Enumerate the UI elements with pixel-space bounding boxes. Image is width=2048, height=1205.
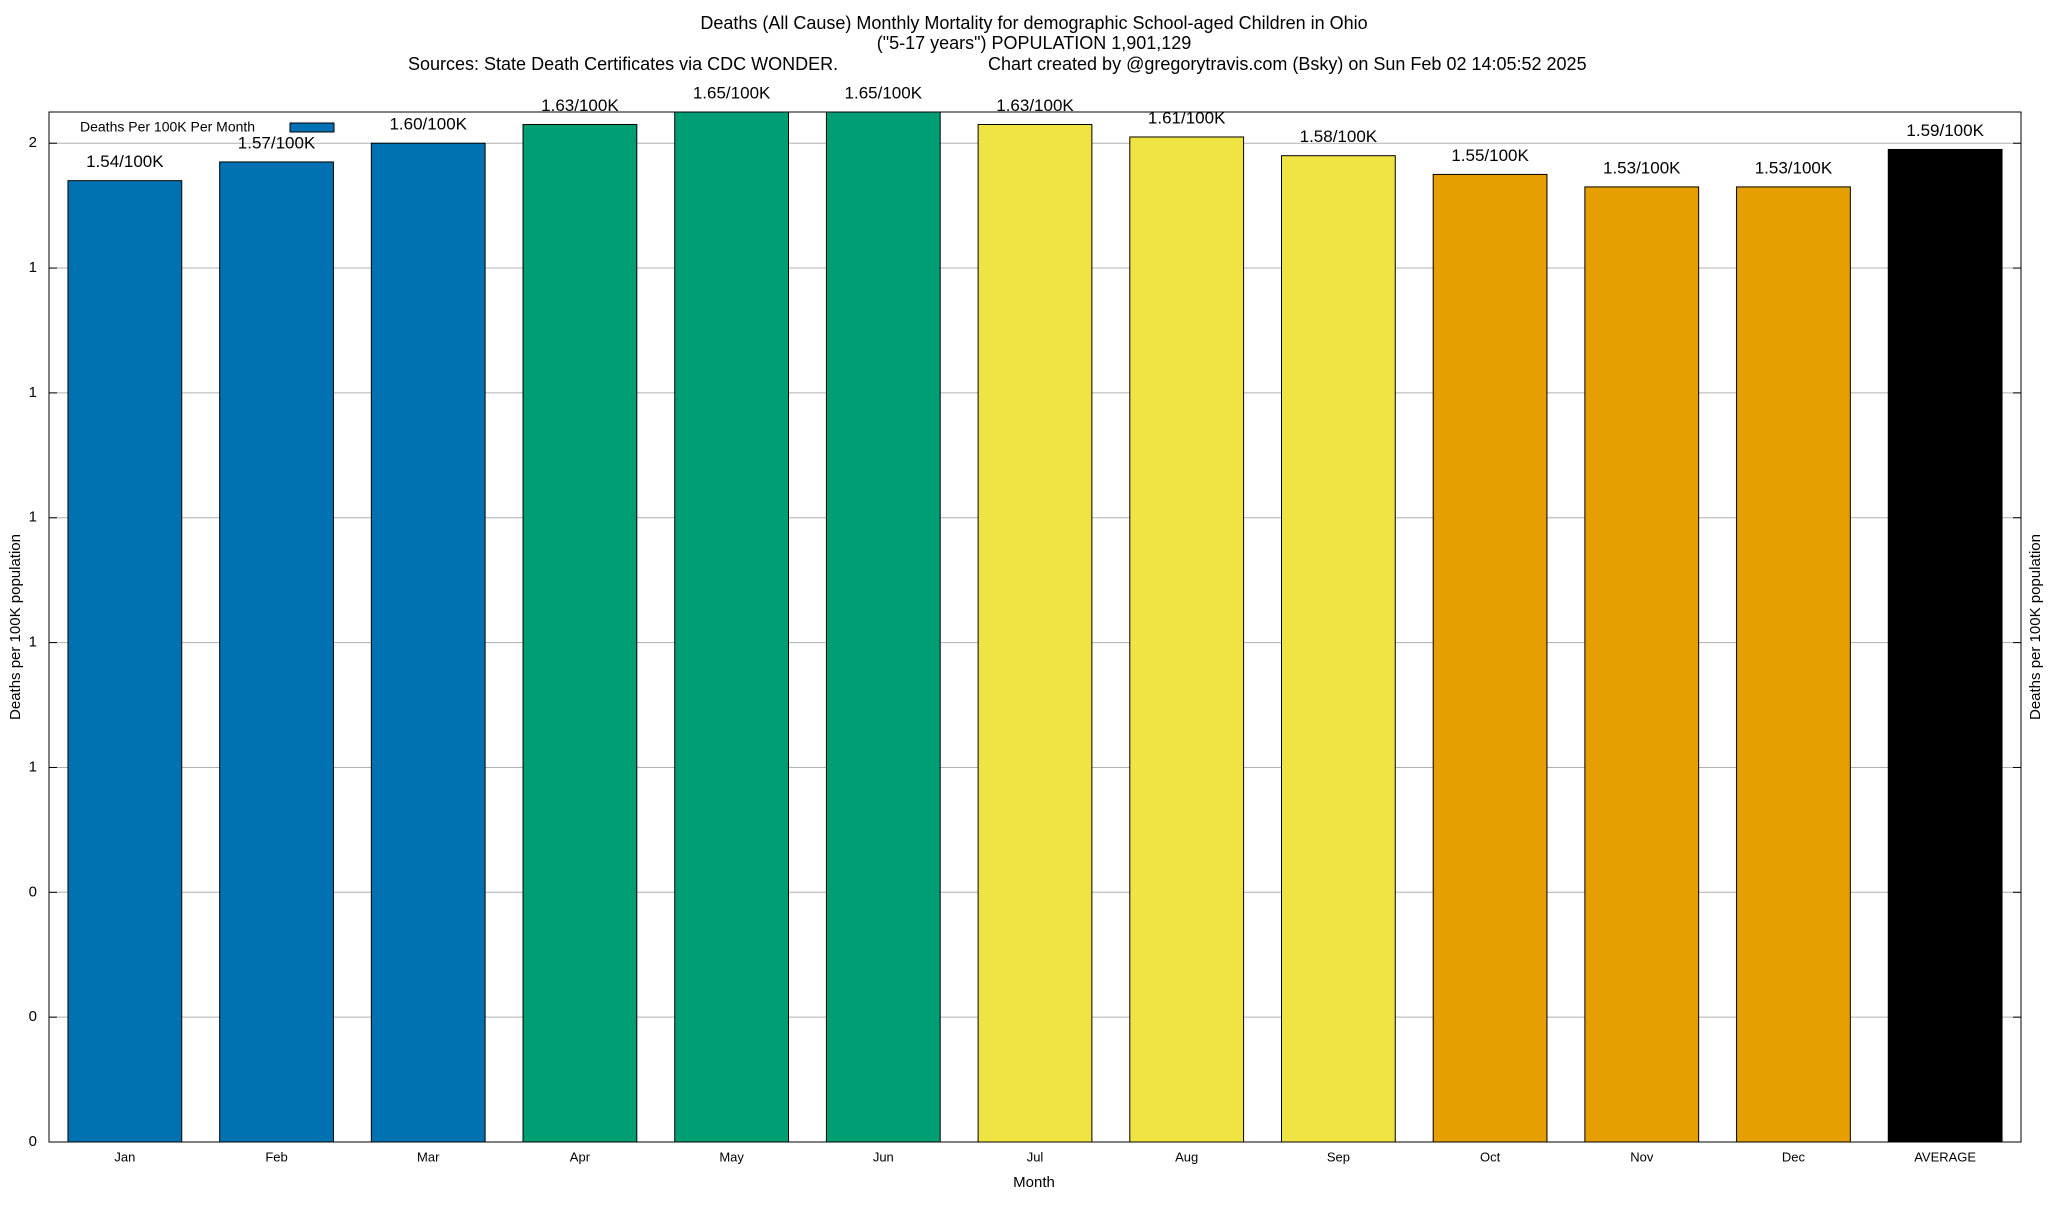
x-tick-label: May (719, 1149, 744, 1164)
x-axis-label: Month (1013, 1174, 1055, 1191)
x-tick-label: Nov (1630, 1149, 1654, 1164)
chart-subtitle: ("5-17 years") POPULATION 1,901,129 (877, 33, 1192, 53)
bar (825, 111, 941, 1143)
y-tick-label: 0 (29, 883, 37, 900)
x-tick-label: Oct (1480, 1149, 1501, 1164)
y-axis-label: Deaths per 100K population (7, 534, 24, 720)
bar (674, 111, 790, 1143)
plot-frame (48, 111, 2022, 1143)
y2-axis-label: Deaths per 100K population (2027, 534, 2044, 720)
value-label: 1.53/100K (1603, 158, 1681, 177)
value-label: 1.57/100K (238, 133, 316, 152)
value-label: 1.54/100K (86, 152, 164, 171)
x-tick-label: Feb (265, 1149, 287, 1164)
value-label: 1.58/100K (1300, 127, 1378, 146)
x-tick-label: AVERAGE (1914, 1149, 1976, 1164)
y-tick-label: 1 (29, 758, 37, 775)
x-tick-label: Jul (1027, 1149, 1044, 1164)
value-label: 1.65/100K (845, 83, 923, 102)
bar (522, 123, 638, 1143)
value-label: 1.55/100K (1451, 146, 1529, 165)
x-tick-label: Jan (114, 1149, 135, 1164)
x-tick-label: Aug (1175, 1149, 1198, 1164)
bar (370, 142, 486, 1143)
x-tick-label: Apr (570, 1149, 591, 1164)
bar (1584, 186, 1700, 1143)
x-tick-label: Mar (417, 1149, 440, 1164)
bar (977, 123, 1093, 1143)
bar (67, 180, 183, 1143)
x-tick-label: Dec (1782, 1149, 1806, 1164)
value-label: 1.60/100K (389, 115, 467, 134)
y-tick-label: 0 (29, 1008, 37, 1025)
bar (1432, 173, 1548, 1143)
bar (1736, 186, 1851, 1143)
value-label: 1.61/100K (1148, 108, 1226, 127)
y-tick-label: 2 (29, 134, 37, 151)
bar (1887, 148, 2003, 1143)
x-tick-label: Sep (1327, 1149, 1350, 1164)
y-tick-label: 1 (29, 259, 37, 276)
bar (1281, 155, 1396, 1143)
value-label: 1.65/100K (693, 83, 771, 102)
y-tick-label: 0 (29, 1133, 37, 1150)
sources: Sources: State Death Certificates via CD… (408, 54, 838, 74)
y-tick-label: 1 (29, 509, 37, 526)
y-tick-label: 1 (29, 634, 37, 651)
bar (219, 161, 334, 1143)
value-label: 1.63/100K (996, 96, 1074, 115)
y-tick-label: 1 (29, 384, 37, 401)
credit: Chart created by @gregorytravis.com (Bsk… (988, 54, 1587, 74)
legend-label: Deaths Per 100K Per Month (80, 119, 255, 135)
value-label: 1.63/100K (541, 96, 619, 115)
value-label: 1.53/100K (1755, 158, 1833, 177)
bar (1129, 136, 1245, 1143)
x-tick-label: Jun (873, 1149, 894, 1164)
chart-title: Deaths (All Cause) Monthly Mortality for… (700, 13, 1367, 33)
value-label: 1.59/100K (1906, 121, 1984, 140)
legend-swatch (289, 122, 335, 133)
